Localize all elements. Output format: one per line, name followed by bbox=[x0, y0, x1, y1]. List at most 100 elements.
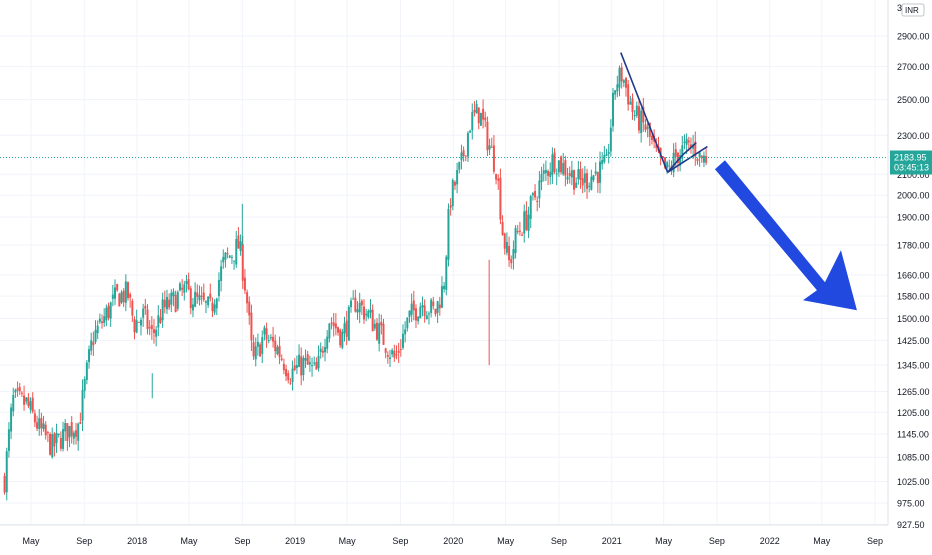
candle-body bbox=[202, 292, 205, 300]
candle-body bbox=[204, 301, 207, 303]
candle-body bbox=[183, 284, 186, 293]
candle-body bbox=[189, 288, 192, 309]
x-tick-label: 2018 bbox=[127, 536, 147, 546]
candle-body bbox=[7, 429, 10, 451]
candle-body bbox=[29, 401, 32, 410]
y-tick-label: 1425.00 bbox=[897, 336, 930, 346]
candle-body bbox=[702, 155, 705, 163]
candle-body bbox=[304, 358, 307, 361]
candle-body bbox=[198, 295, 201, 301]
candle-body bbox=[508, 246, 511, 261]
candle-body bbox=[358, 302, 361, 313]
candle-body bbox=[399, 348, 402, 350]
candle-body bbox=[603, 155, 606, 163]
candle-body bbox=[5, 451, 8, 493]
candle-body bbox=[42, 423, 45, 430]
candle-body bbox=[503, 233, 506, 249]
y-tick-label: 2700.00 bbox=[897, 62, 930, 72]
candle-body bbox=[486, 121, 489, 151]
trendline[interactable] bbox=[666, 142, 697, 173]
candle-body bbox=[289, 382, 292, 384]
candle-body bbox=[152, 329, 155, 334]
candle-body bbox=[92, 341, 95, 346]
x-axis[interactable]: May Sep 2018 May Sep 2019 May Sep 2020 May Sep 2021… bbox=[0, 524, 888, 546]
candle-body bbox=[101, 321, 104, 324]
grid bbox=[0, 0, 888, 525]
candle-body bbox=[114, 287, 117, 299]
candle-body bbox=[334, 323, 337, 329]
candle-body bbox=[547, 170, 550, 176]
candle-body bbox=[291, 368, 294, 383]
trendline[interactable] bbox=[620, 52, 669, 173]
candle-body bbox=[321, 350, 324, 353]
candle-body bbox=[700, 155, 703, 159]
y-axis[interactable]: 2900.00 2700.00 2500.00 2300.00 2100.00 2000.… bbox=[887, 0, 932, 530]
candle-body bbox=[174, 294, 177, 313]
candle-body bbox=[194, 291, 197, 307]
candle-body bbox=[596, 172, 599, 184]
candle-body bbox=[33, 413, 36, 423]
y-tick-label: 1580.00 bbox=[897, 292, 930, 302]
y-tick-label: 2500.00 bbox=[897, 95, 930, 105]
candle-body bbox=[55, 433, 58, 444]
y-tick-label: 2900.00 bbox=[897, 32, 930, 42]
candle-body bbox=[440, 286, 443, 308]
candle-body bbox=[148, 327, 151, 329]
y-tick-label: 2100.00 bbox=[897, 170, 930, 180]
candle-body bbox=[319, 348, 322, 352]
candle-body bbox=[127, 282, 130, 299]
y-tick-label: 1900.00 bbox=[897, 213, 930, 223]
candle-body bbox=[438, 304, 441, 309]
candle-body bbox=[263, 327, 266, 335]
candle-body bbox=[566, 176, 569, 180]
candle-body bbox=[172, 291, 175, 297]
candle-body bbox=[696, 158, 699, 162]
candle-body bbox=[49, 433, 52, 455]
candle-body bbox=[687, 140, 690, 143]
candle-body bbox=[384, 348, 387, 353]
candle-body bbox=[588, 185, 591, 187]
candle-body bbox=[27, 397, 30, 406]
candle-body bbox=[137, 321, 140, 323]
candle-body bbox=[495, 174, 498, 180]
candle-body bbox=[213, 304, 216, 313]
y-tick-label: 927.50 bbox=[897, 520, 925, 530]
x-tick-label: Sep bbox=[234, 536, 250, 546]
candle-body bbox=[698, 151, 701, 158]
candle-body bbox=[187, 279, 190, 290]
candle-body bbox=[607, 151, 610, 155]
candle-body bbox=[466, 132, 469, 157]
trendline[interactable] bbox=[667, 145, 708, 173]
candle-body bbox=[644, 124, 647, 130]
candle-body bbox=[505, 242, 508, 253]
candle-body bbox=[380, 321, 383, 326]
candle-body bbox=[250, 312, 253, 341]
candle-body bbox=[386, 355, 389, 357]
candle-body bbox=[343, 323, 346, 334]
candle-body bbox=[207, 296, 210, 306]
candle-body bbox=[672, 152, 675, 173]
candle-body bbox=[267, 340, 270, 342]
candle-body bbox=[514, 227, 517, 254]
candle-body bbox=[668, 165, 671, 167]
candle-body bbox=[575, 182, 578, 188]
candle-body bbox=[133, 319, 136, 333]
candle-body bbox=[568, 173, 571, 176]
x-tick-label: Sep bbox=[76, 536, 92, 546]
candle-body bbox=[317, 355, 320, 369]
currency-badge[interactable] bbox=[901, 3, 925, 17]
candle-body bbox=[72, 432, 75, 439]
candle-body bbox=[293, 365, 296, 370]
candle-body bbox=[88, 349, 91, 362]
candle-body bbox=[131, 300, 134, 316]
down-arrow-icon[interactable] bbox=[714, 160, 857, 311]
candle-body bbox=[315, 361, 318, 370]
candle-body bbox=[254, 346, 257, 360]
candle-body bbox=[648, 122, 651, 137]
candle-body bbox=[235, 239, 238, 265]
y-tick-label: 1265.00 bbox=[897, 387, 930, 397]
candle-body bbox=[663, 157, 666, 168]
candle-body bbox=[376, 322, 379, 340]
